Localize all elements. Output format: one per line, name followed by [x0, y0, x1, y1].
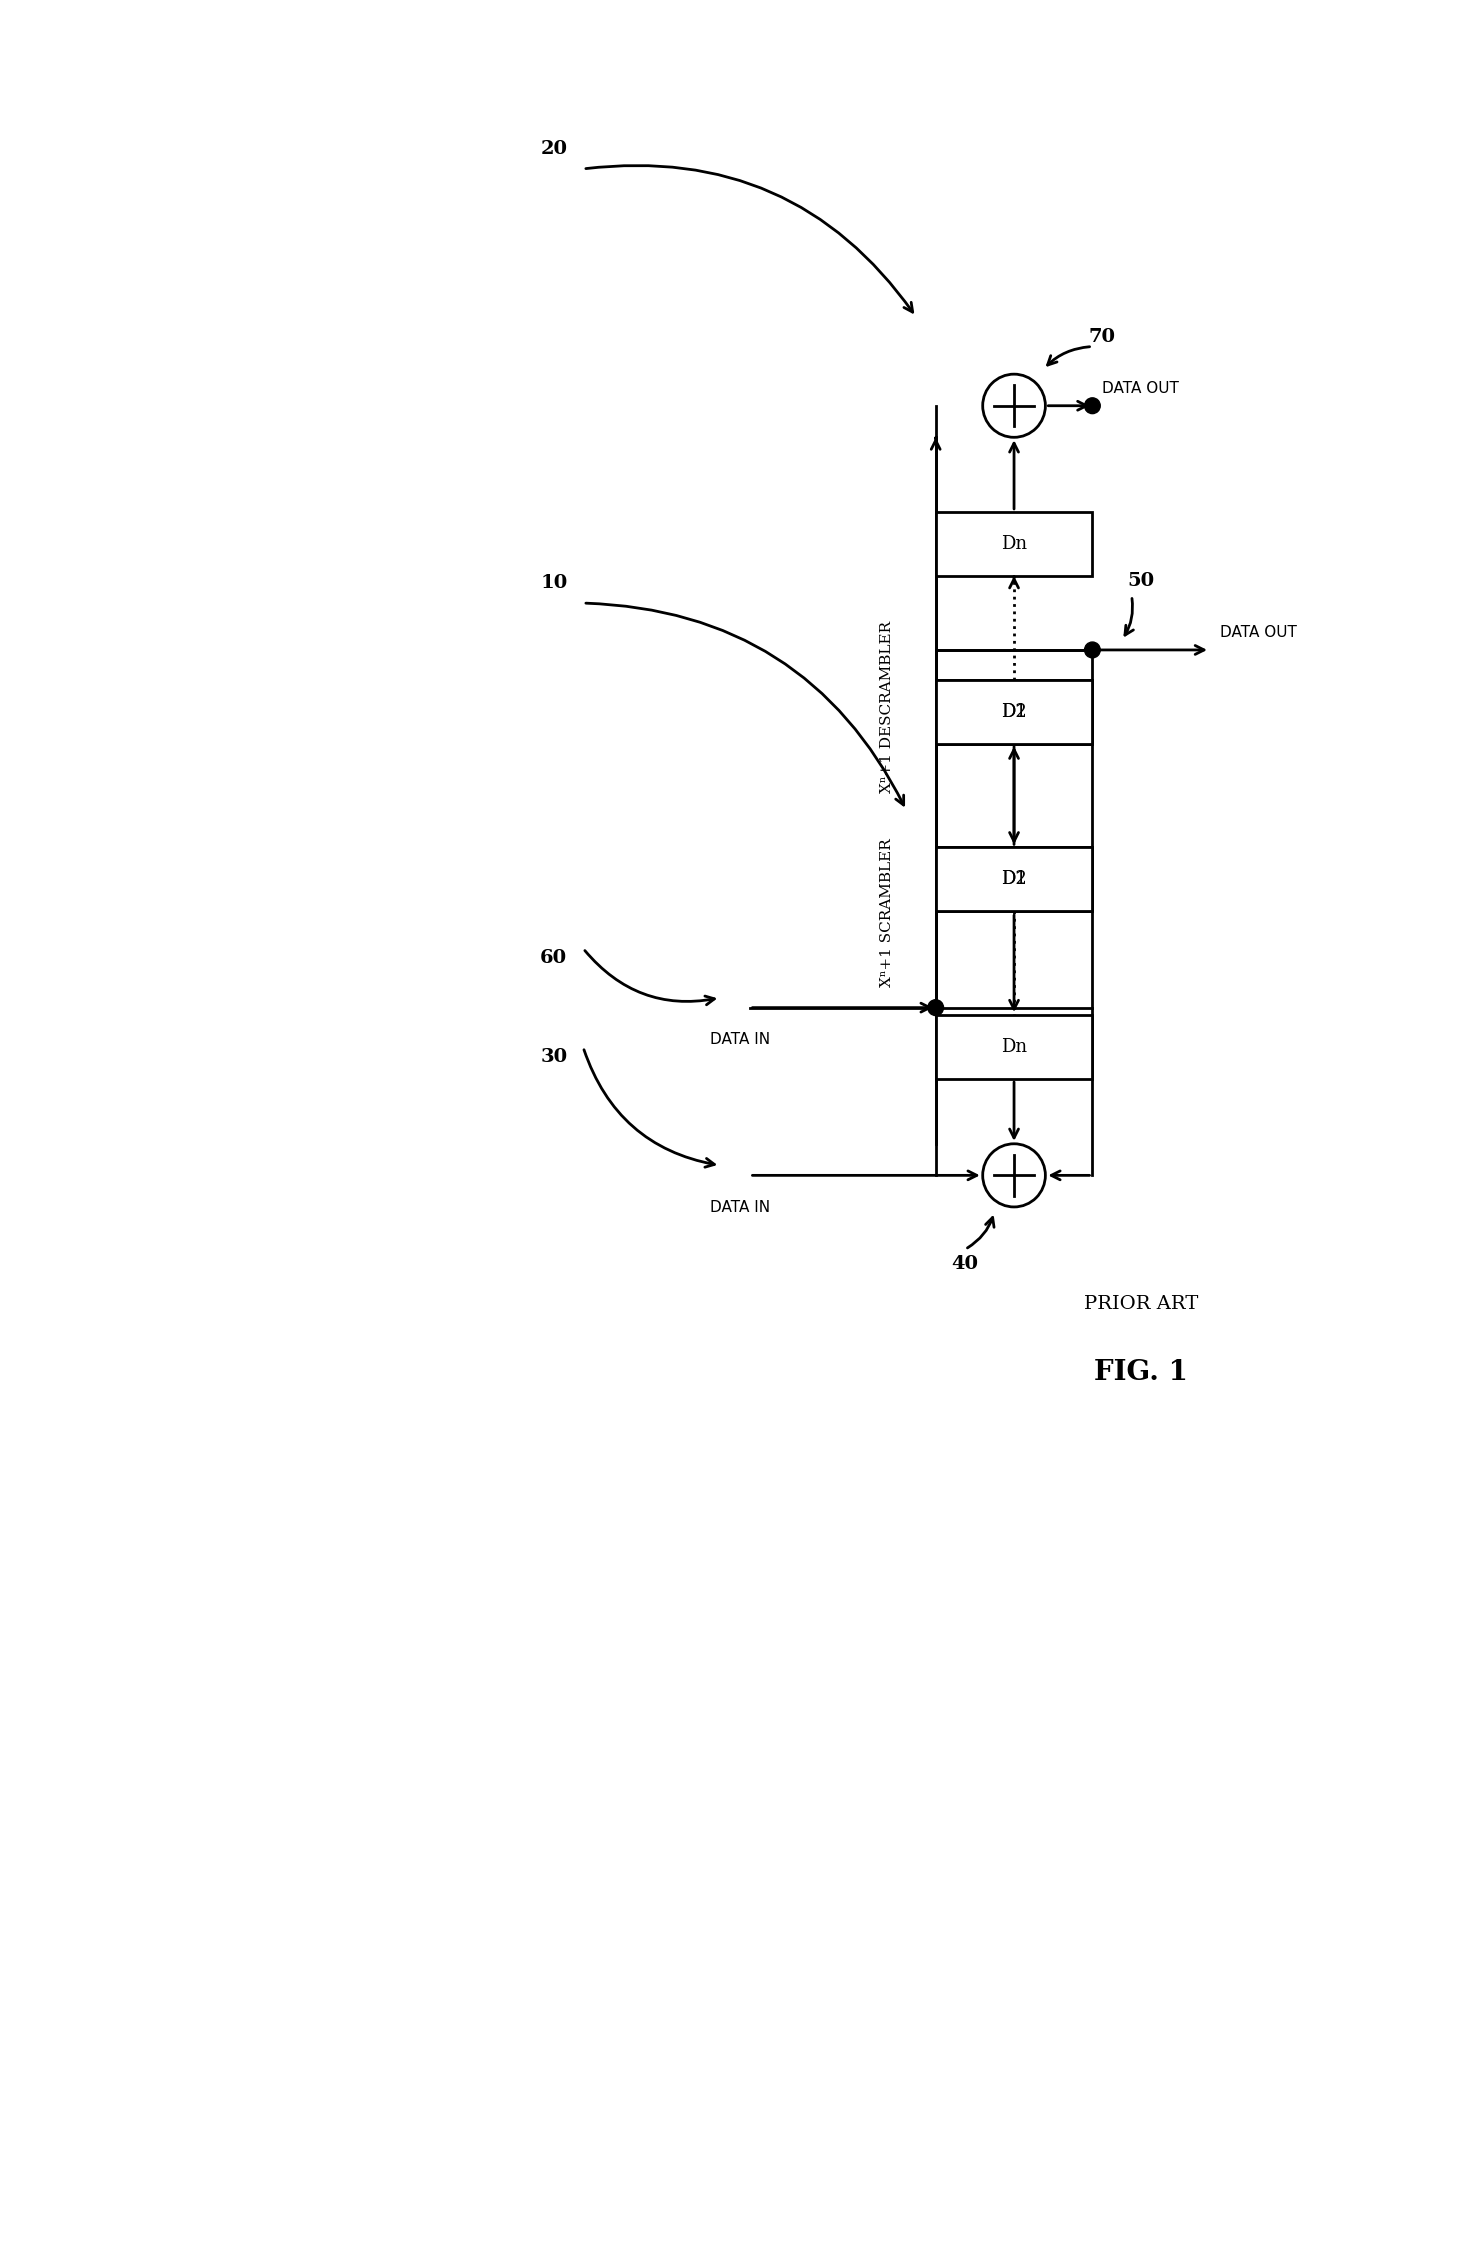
Text: DATA OUT: DATA OUT — [1102, 381, 1180, 395]
Text: FIG. 1: FIG. 1 — [1095, 1358, 1188, 1385]
Text: D2: D2 — [1002, 871, 1026, 889]
Text: D1: D1 — [1002, 871, 1026, 889]
Bar — [936, 848, 1092, 911]
Circle shape — [1085, 643, 1101, 659]
Circle shape — [983, 1144, 1045, 1207]
Text: Dn: Dn — [1002, 535, 1026, 553]
Text: 50: 50 — [1127, 571, 1155, 589]
Bar — [936, 679, 1092, 744]
Circle shape — [1085, 397, 1101, 413]
Text: PRIOR ART: PRIOR ART — [1085, 1295, 1199, 1313]
Text: 10: 10 — [540, 575, 568, 593]
Text: D1: D1 — [1002, 702, 1026, 720]
Text: Xⁿ+1 SCRAMBLER: Xⁿ+1 SCRAMBLER — [880, 839, 894, 988]
Circle shape — [929, 999, 943, 1015]
Text: 70: 70 — [1089, 327, 1115, 345]
Bar — [936, 1015, 1092, 1078]
Text: D2: D2 — [1002, 702, 1026, 720]
Text: 30: 30 — [540, 1049, 568, 1065]
Text: 40: 40 — [952, 1254, 978, 1272]
Text: Xⁿ+1 DESCRAMBLER: Xⁿ+1 DESCRAMBLER — [880, 620, 894, 792]
Text: DATA OUT: DATA OUT — [1219, 625, 1296, 641]
Bar — [936, 512, 1092, 575]
Text: DATA IN: DATA IN — [710, 1200, 769, 1216]
Circle shape — [983, 374, 1045, 438]
Bar — [936, 679, 1092, 744]
Text: Dn: Dn — [1002, 1038, 1026, 1056]
Text: 20: 20 — [540, 140, 566, 158]
Text: DATA IN: DATA IN — [710, 1033, 769, 1047]
Text: 60: 60 — [540, 950, 568, 968]
Bar — [936, 848, 1092, 911]
